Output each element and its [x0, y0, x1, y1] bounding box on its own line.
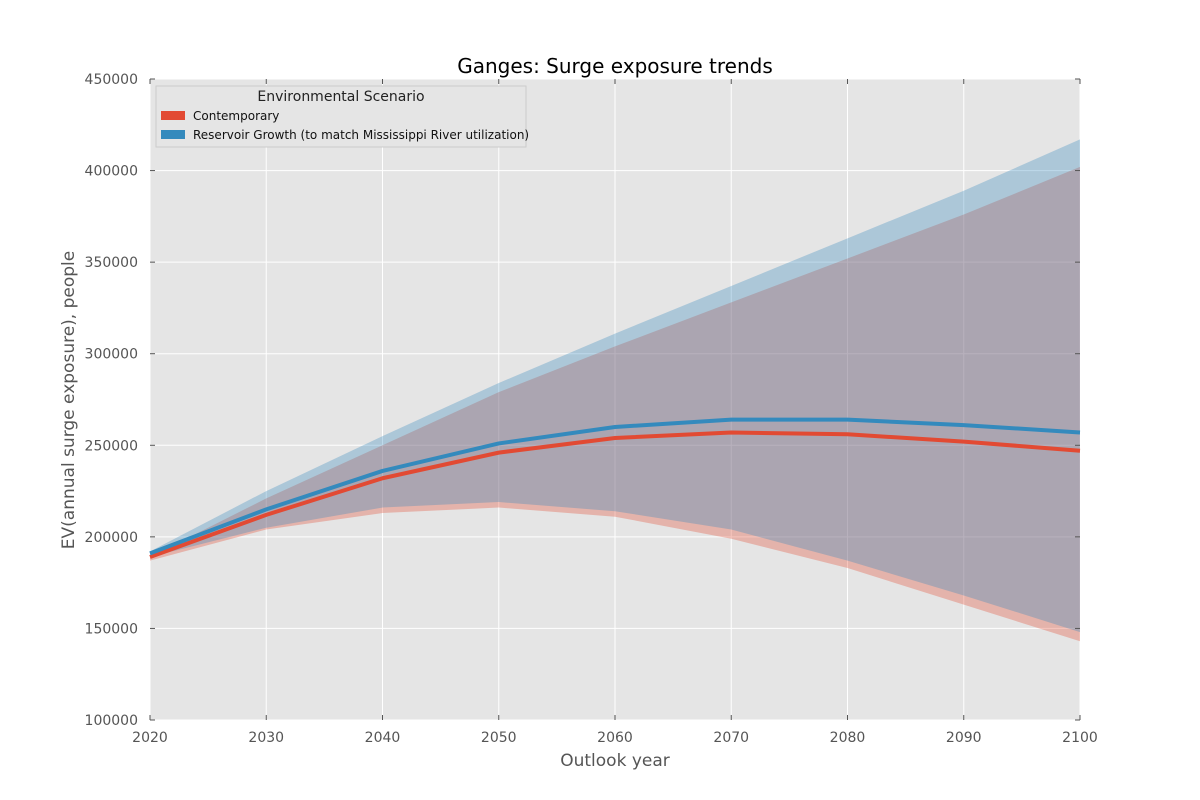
legend-swatch-reservoir-growth: [161, 130, 185, 139]
x-tick-label: 2090: [946, 730, 982, 746]
x-tick-label: 2080: [830, 730, 866, 746]
x-tick-label: 2060: [597, 730, 633, 746]
chart-title: Ganges: Surge exposure trends: [457, 54, 773, 78]
legend: Environmental Scenario Contemporary Rese…: [155, 85, 529, 148]
x-tick-label: 2040: [365, 730, 401, 746]
x-tick-label: 2070: [713, 730, 749, 746]
legend-swatch-contemporary: [161, 111, 185, 120]
series-band-1: [150, 139, 1080, 633]
y-tick-label: 200000: [85, 530, 138, 546]
x-tick-label: 2030: [248, 730, 284, 746]
series-lines: [149, 417, 1081, 559]
y-axis-title: EV(annual surge exposure), people: [59, 251, 79, 549]
x-tick-label: 2100: [1062, 730, 1098, 746]
y-tick-label: 350000: [85, 255, 138, 271]
legend-label-contemporary: Contemporary: [193, 109, 279, 123]
y-tick-label: 300000: [85, 347, 138, 363]
legend-label-reservoir-growth: Reservoir Growth (to match Mississippi R…: [193, 128, 529, 142]
x-axis-title: Outlook year: [560, 751, 670, 771]
series-band-0: [150, 166, 1080, 642]
x-tick-label: 2050: [481, 730, 517, 746]
uncertainty-bands: [150, 139, 1080, 642]
y-tick-label: 400000: [85, 164, 138, 180]
legend-title: Environmental Scenario: [257, 89, 424, 105]
y-tick-label: 450000: [85, 72, 138, 88]
series-line-1: [149, 417, 1081, 556]
series-line-0: [149, 430, 1081, 559]
x-tick-label: 2020: [132, 730, 168, 746]
y-tick-label: 250000: [85, 438, 138, 454]
y-tick-label: 150000: [85, 621, 138, 637]
y-tick-label: 100000: [85, 713, 138, 729]
legend-box: [155, 85, 527, 148]
axis-ticks: 2020 2030 2040 2050 2060 2070 2080 2090 2100 1000…: [85, 72, 1098, 746]
